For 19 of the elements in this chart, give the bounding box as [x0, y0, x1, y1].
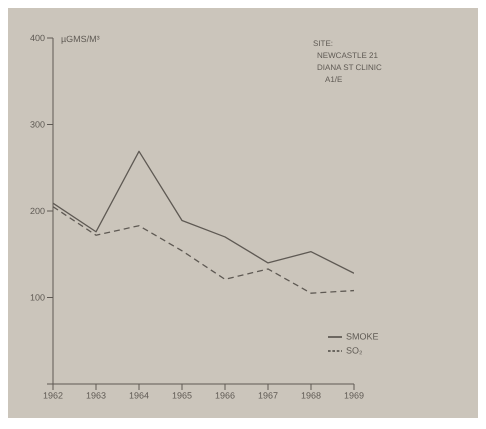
x-tick-label: 1967: [258, 390, 278, 400]
x-tick-label: 1963: [86, 390, 106, 400]
legend-label: SO₂: [346, 345, 362, 356]
annotation: SITE:: [313, 38, 334, 50]
annotation: A1/E: [324, 74, 344, 86]
annotation: DIANA ST CLINIC: [316, 62, 382, 74]
x-tick-label: 1964: [128, 390, 150, 400]
x-tick-label: 1969: [344, 390, 364, 400]
x-tick-label: 1962: [42, 390, 64, 400]
y-tick-label: 300: [30, 120, 45, 130]
y-tick-label: 400: [30, 33, 45, 44]
x-tick-label: 1968: [300, 390, 322, 400]
y-axis-title: µGMS/M³: [61, 34, 100, 44]
y-tick-label: 100: [30, 292, 45, 303]
x-tick-label: 1965: [172, 390, 192, 400]
annotation: NEWCASTLE 21: [316, 50, 379, 62]
x-tick-label: 1966: [214, 390, 236, 400]
legend-label: SMOKE: [346, 331, 379, 342]
y-tick-label: 200: [30, 206, 45, 216]
